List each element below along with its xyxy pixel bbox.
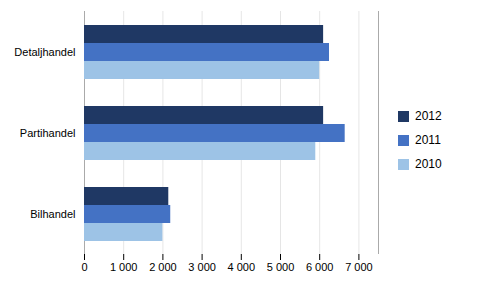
svg-text:2 000: 2 000 [149,261,177,273]
svg-text:7 000: 7 000 [345,261,373,273]
svg-text:Bilhandel: Bilhandel [30,208,75,220]
svg-text:Partihandel: Partihandel [20,127,76,139]
html-text:2012: 2012 [415,109,442,123]
svg-text:Detaljhandel: Detaljhandel [14,46,75,58]
svg-text:6 000: 6 000 [306,261,334,273]
svg-text:5 000: 5 000 [267,261,295,273]
html-text:2011: 2011 [415,133,441,147]
svg-text:1 000: 1 000 [110,261,138,273]
html-text:2010: 2010 [415,157,442,171]
svg-text:4 000: 4 000 [228,261,256,273]
svg-text:0: 0 [81,261,87,273]
svg-text:3 000: 3 000 [188,261,216,273]
